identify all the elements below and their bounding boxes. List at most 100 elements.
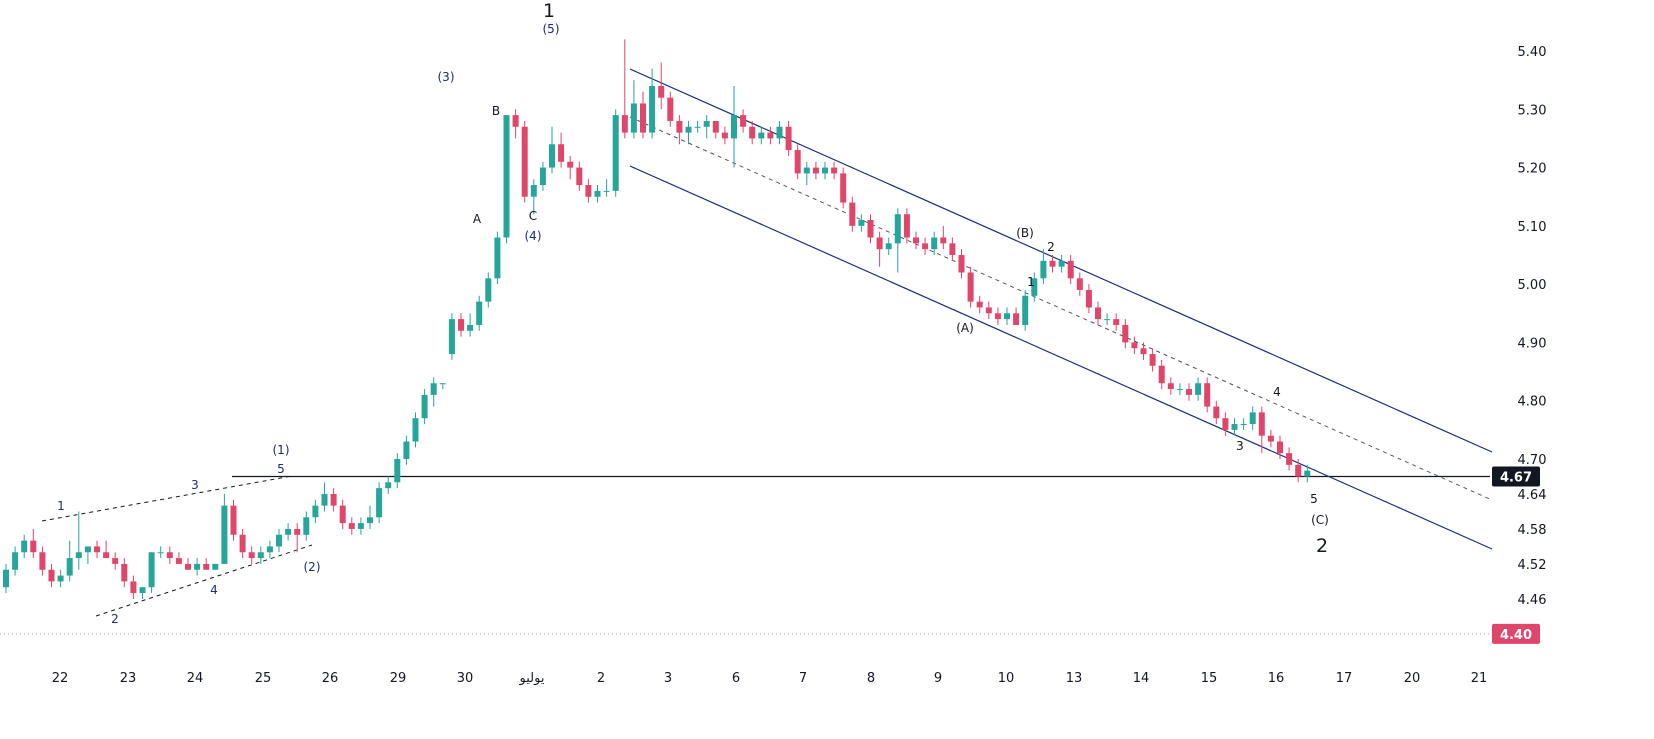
candle [148,552,155,594]
candle [494,231,501,285]
candle [667,91,674,127]
candle-body [740,115,747,127]
candle-body [794,150,801,174]
candle [112,552,119,570]
x-tick-label: 2 [597,671,605,686]
candle [1213,400,1220,425]
candle [840,167,847,209]
candle-body [667,97,674,121]
candle-body [476,301,483,325]
candle-body [1104,319,1111,321]
candle-body [976,301,983,308]
candle [740,109,747,133]
candle-body [439,383,446,385]
candle-body [1240,424,1247,426]
candle-body [1058,260,1065,267]
candle-body [903,214,910,238]
time-axis[interactable]: 22 23 24 25 26 29 30 يوليو 2 3 6 7 8 9 10 13 14 15 16 17 20 2… [52,671,1488,686]
candle-body [512,115,519,127]
candle [1140,342,1147,360]
price-axis[interactable]: 5.40 5.30 5.20 5.10 5.00 4.90 4.80 4.70 4.64 4.58… [1492,45,1546,644]
candle [412,412,419,448]
candle-body [185,563,191,570]
candle [567,155,574,180]
candle-body [30,540,37,553]
y-tick-label: 4.46 [1518,593,1547,608]
candle-body [339,505,346,524]
wave-label-A: A [473,212,482,226]
x-tick-label: 21 [1471,671,1488,686]
candle-body [585,185,592,197]
candle [303,511,310,541]
x-tick-label: 13 [1066,671,1083,686]
y-tick-label: 5.40 [1518,45,1547,60]
candle [967,266,974,308]
candle [257,546,264,564]
candle [194,558,201,576]
candle-body [276,534,282,547]
candle [12,546,19,576]
candle [603,179,610,197]
x-tick-label: 22 [52,671,69,686]
candle-body [1022,295,1029,325]
candle [1258,406,1265,454]
x-tick-label: 20 [1404,671,1421,686]
candle-body [39,552,46,570]
wave-label-5: 5 [277,462,285,476]
candle-body [166,552,173,559]
candle [30,528,37,559]
candle [876,231,883,267]
candle-body [858,220,865,226]
candle [1195,377,1202,401]
candle [376,482,383,524]
candle [121,558,128,588]
candle [539,161,546,191]
candle [84,546,91,564]
candle [476,295,483,331]
candle [976,295,983,314]
candle-body [1049,260,1056,267]
candle [1067,255,1074,285]
candle-body [1204,383,1211,407]
candle-body [913,237,919,244]
candle [266,540,273,559]
candle [157,546,164,559]
chart-annotations [0,68,1493,635]
candle-body [367,517,373,524]
wave-label-sub-3: 3 [1236,439,1244,453]
alert-price-label: 4.40 [1500,628,1532,643]
candle [448,313,455,360]
candle [1122,319,1129,349]
candle [185,558,191,570]
candle-body [785,126,792,151]
channel-lower-line [629,165,1493,550]
candle [767,126,774,145]
candle-body [994,313,1001,320]
candle-body [640,103,646,133]
candle [1286,447,1293,471]
candle [903,208,910,244]
candle-body [194,563,201,570]
x-tick-label: يوليو [519,671,545,686]
candle-body [567,161,574,168]
x-tick-label: 25 [255,671,272,686]
y-tick-label: 5.30 [1518,103,1547,118]
candle [721,126,728,145]
wave-label-paren-4: (4) [525,229,542,243]
candle [485,272,492,308]
wave-label-sub-5: 5 [1310,492,1318,506]
candle-body [66,558,73,576]
candle [849,196,856,232]
candle [894,208,901,273]
candle-body [230,505,237,535]
candle [558,132,565,168]
candle-body [130,581,137,594]
candle-body [1222,418,1229,430]
candle [212,563,219,570]
candle-body [621,115,628,133]
candle-body [3,569,9,588]
candle [48,563,55,588]
candle [776,120,783,145]
